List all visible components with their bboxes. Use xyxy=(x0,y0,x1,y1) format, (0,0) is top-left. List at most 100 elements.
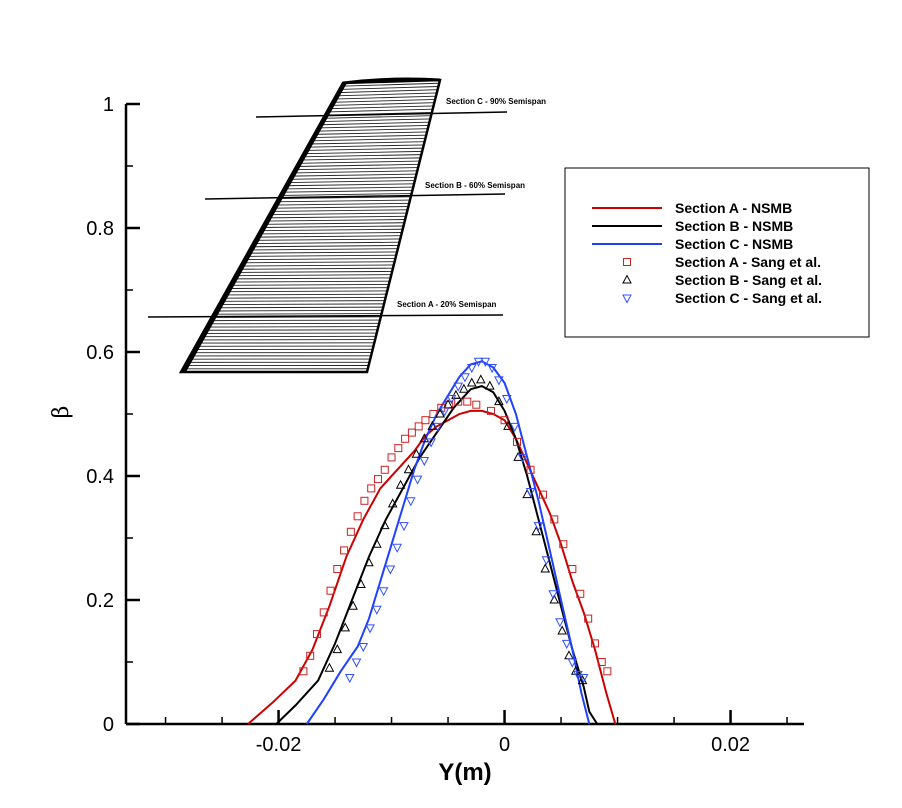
data-point-square xyxy=(603,667,612,676)
mesh-chord-line xyxy=(315,128,428,132)
mesh-chord-line xyxy=(305,147,423,151)
data-point-triangle-up xyxy=(622,274,632,284)
data-point-square xyxy=(414,422,423,431)
data-point-square xyxy=(526,465,535,474)
data-point-triangle-up xyxy=(466,377,477,387)
mesh-chord-line xyxy=(252,241,400,245)
data-point-triangle-down xyxy=(426,438,436,448)
mesh-chord-line xyxy=(290,173,417,177)
data-point-triangle-down xyxy=(385,565,396,575)
data-point-square xyxy=(421,416,430,425)
mesh-chord-line xyxy=(238,267,393,270)
data-point-triangle-down xyxy=(453,382,464,392)
mesh-chord-line xyxy=(254,238,401,241)
x-axis-title: Y(m) xyxy=(438,759,491,786)
mesh-chord-line xyxy=(272,206,409,209)
data-point-square xyxy=(472,400,481,409)
data-point-triangle-down xyxy=(372,605,382,615)
mesh-chord-line xyxy=(310,137,426,142)
mesh-chord-line xyxy=(258,232,402,235)
series-line-2 xyxy=(275,385,599,725)
data-point-square xyxy=(306,651,315,660)
mesh-chord-line xyxy=(308,141,425,145)
data-point-triangle-up xyxy=(494,396,504,406)
data-point-square xyxy=(463,397,472,406)
mesh-chord-line xyxy=(242,261,395,264)
y-tick-label: 0.6 xyxy=(86,342,114,364)
data-point-triangle-up xyxy=(485,380,495,390)
data-point-square xyxy=(407,428,416,437)
data-point-triangle-down xyxy=(433,422,443,432)
y-tick-label: 0.4 xyxy=(86,466,114,488)
data-point-triangle-down xyxy=(525,488,536,498)
mesh-chord-line xyxy=(330,102,435,106)
mesh-chord-line xyxy=(243,257,396,261)
mesh-chord-line xyxy=(299,157,421,161)
data-point-triangle-down xyxy=(494,376,504,386)
data-point-triangle-down xyxy=(473,357,484,367)
wing-mesh-lines xyxy=(181,79,441,373)
mesh-chord-line xyxy=(321,118,431,122)
mesh-chord-line xyxy=(213,313,382,315)
data-point-triangle-up xyxy=(372,538,382,548)
data-point-triangle-down xyxy=(392,543,403,553)
mesh-chord-line xyxy=(231,280,390,283)
data-point-square xyxy=(373,475,382,484)
mesh-chord-line xyxy=(337,89,438,94)
mesh-chord-line xyxy=(332,99,436,103)
data-point-square xyxy=(333,565,342,573)
data-point-triangle-down xyxy=(578,674,589,684)
data-point-square xyxy=(299,667,308,676)
data-point-triangle-down xyxy=(358,643,369,653)
markers-group xyxy=(299,357,612,685)
mesh-chord-line xyxy=(263,222,405,225)
data-point-square xyxy=(380,465,389,474)
data-point-square xyxy=(576,589,585,598)
data-point-triangle-up xyxy=(332,644,343,654)
y-tick-label: 0.2 xyxy=(86,590,114,612)
legend-box xyxy=(564,167,870,338)
section-a-label: Section A - 20% Semispan xyxy=(397,300,497,309)
data-point-square xyxy=(568,565,577,573)
data-point-square xyxy=(367,484,376,493)
mesh-chord-line xyxy=(236,270,393,273)
mesh-chord-line xyxy=(292,170,418,174)
wing-mesh-inset: Section C - 90% Semispan Section B - 60%… xyxy=(147,77,546,374)
section-c-line xyxy=(255,111,508,118)
mesh-chord-line xyxy=(312,134,427,139)
data-point-triangle-up xyxy=(564,650,574,660)
data-point-triangle-up xyxy=(387,498,398,508)
data-point-triangle-down xyxy=(378,587,389,597)
mesh-chord-line xyxy=(274,202,410,206)
data-point-square xyxy=(387,453,396,462)
mesh-chord-line xyxy=(314,131,428,135)
data-point-triangle-down xyxy=(555,618,565,628)
series-line-1 xyxy=(247,409,617,725)
mesh-chord-line xyxy=(281,189,413,193)
mesh-chord-line xyxy=(234,274,392,277)
data-point-triangle-down xyxy=(567,658,578,668)
mesh-chord-line xyxy=(297,160,420,164)
data-point-square xyxy=(584,614,593,623)
data-point-square xyxy=(326,586,335,595)
data-point-triangle-down xyxy=(487,364,497,374)
wing-outline xyxy=(178,78,442,374)
data-point-square xyxy=(312,630,321,639)
mesh-chord-line xyxy=(261,225,404,228)
data-point-square xyxy=(550,515,559,524)
data-point-triangle-up xyxy=(348,600,358,610)
section-a-line xyxy=(147,314,504,318)
x-tick-label: 0.02 xyxy=(711,734,750,756)
data-point-triangle-up xyxy=(540,563,551,573)
mesh-chord-line xyxy=(296,163,419,167)
mesh-chord-line xyxy=(283,186,414,190)
data-point-triangle-up xyxy=(427,420,438,430)
data-point-triangle-up xyxy=(475,374,486,384)
data-point-triangle-up xyxy=(395,479,406,489)
mesh-chord-line xyxy=(335,92,437,97)
data-point-triangle-down xyxy=(344,674,355,684)
data-point-triangle-down xyxy=(365,624,375,634)
data-point-square xyxy=(346,527,355,536)
data-point-triangle-down xyxy=(480,357,491,367)
data-point-square xyxy=(353,512,362,521)
